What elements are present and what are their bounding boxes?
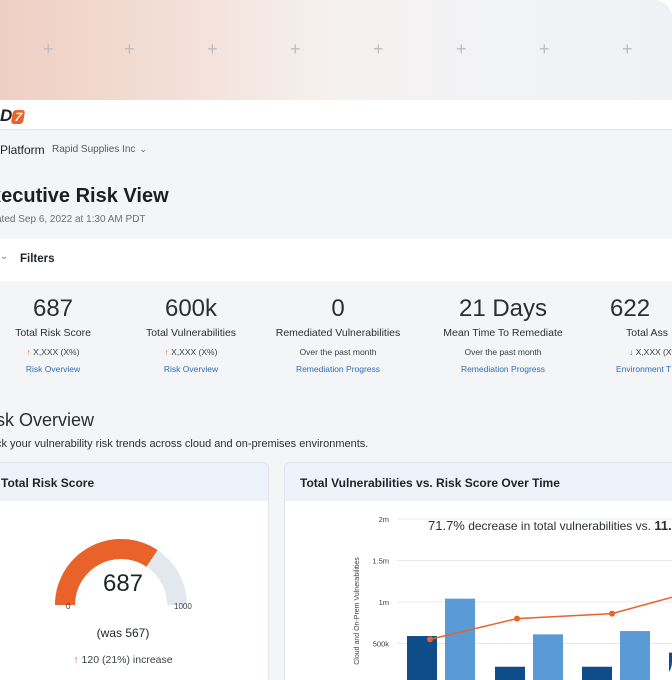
risk-score-card: Total Risk Score 687 0 1000 (was 567) ↑ …: [0, 462, 269, 680]
metric-change: ↑ X,XXX (X%): [116, 347, 266, 357]
filters-label: Filters: [20, 253, 55, 265]
previous-score: (was 567): [96, 626, 150, 640]
metric-clip: 622 Total Ass ↓ X,XXX (X%) Environment T: [600, 296, 672, 374]
breadcrumb-platform[interactable]: Platform: [0, 143, 45, 157]
headline-text: decrease in total vulnerabilities vs.: [464, 519, 655, 533]
chart-headline: 71.7% decrease in total vulnerabilities …: [428, 518, 672, 533]
y-tick-label: 1.5m: [372, 557, 389, 566]
metric-total-assets: 622 Total Ass ↓ X,XXX (X%) Environment T: [600, 296, 672, 374]
vulnerabilities-chart-card: Total Vulnerabilities vs. Risk Score Ove…: [284, 462, 672, 680]
hero-banner: + + + + + + + +: [0, 0, 672, 100]
bar: [407, 636, 437, 680]
metric-change: ↓ X,XXX (X%): [600, 347, 672, 357]
arrow-down-icon: ↓: [629, 347, 634, 357]
plus-icon: +: [539, 39, 550, 59]
metric-link[interactable]: Remediation Progress: [295, 364, 381, 374]
bar: [620, 631, 650, 680]
card-title: Total Vulnerabilities vs. Risk Score Ove…: [285, 463, 672, 501]
gauge-max-label: 1000: [174, 602, 192, 611]
gauge-value: 687: [102, 570, 144, 597]
metric-remediated-vulnerabilities: 0 Remediated Vulnerabilities Over the pa…: [263, 295, 413, 375]
arrow-up-icon: ↑: [73, 654, 79, 666]
metric-label: Total Risk Score: [15, 327, 91, 339]
metric-value: 21 Days: [458, 295, 548, 322]
line-point: [609, 610, 615, 617]
bar: [582, 666, 612, 680]
metric-change: ↑ X,XXX (X%): [0, 347, 128, 357]
y-axis-label: Cloud and On-Prem Vulnerabilities: [354, 557, 361, 665]
section-title: isk Overview: [0, 410, 95, 430]
metric-period: Over the past month: [299, 347, 377, 357]
metric-value: 600k: [164, 295, 218, 322]
metric-change-text: X,XXX (X%): [33, 347, 80, 357]
gauge-fill: [55, 539, 158, 606]
plus-icon: +: [124, 39, 135, 59]
logo-text: D: [0, 106, 12, 125]
org-selector-label: Rapid Supplies Inc: [52, 144, 136, 155]
metric-total-vulnerabilities: 600k Total Vulnerabilities ↑ X,XXX (X%) …: [116, 295, 266, 375]
metric-value: 622: [610, 296, 651, 322]
metric-change-text: X,XXX (X%): [171, 347, 218, 357]
last-updated: ated Sep 6, 2022 at 1:30 AM PDT: [0, 214, 146, 225]
gauge-min-label: 0: [66, 602, 71, 611]
metric-label: Total Vulnerabilities: [145, 327, 237, 339]
metric-total-risk-score: 687 Total Risk Score ↑ X,XXX (X%) Risk O…: [0, 295, 128, 375]
metric-change-text: X,XXX (X%): [635, 347, 672, 357]
bar: [669, 652, 672, 680]
line-point: [514, 615, 520, 622]
headline-percent-2: 11.1%: [654, 518, 672, 533]
y-tick-label: 2m: [379, 515, 389, 524]
plus-icon: +: [622, 39, 633, 59]
bar: [445, 598, 475, 680]
score-change: ↑ 120 (21%) increase: [53, 654, 193, 666]
bar: [495, 666, 525, 680]
metric-link[interactable]: Risk Overview: [163, 364, 219, 374]
metric-label: Mean Time To Remediate: [443, 327, 563, 339]
arrow-up-icon: ↑: [164, 347, 169, 357]
section-subtitle: ck your vulnerability risk trends across…: [0, 438, 369, 450]
plus-icon: +: [290, 39, 301, 59]
vulnerabilities-chart: Cloud and On-Prem Vulnerabilities0500k1m…: [354, 515, 672, 680]
metric-label: Total Ass: [626, 327, 669, 339]
plus-icon: +: [207, 39, 218, 59]
arrow-up-icon: ↑: [26, 347, 31, 357]
metric-link[interactable]: Remediation Progress: [460, 364, 546, 374]
chevron-down-icon: ⌄: [0, 251, 9, 262]
logo-mark: 7: [11, 110, 26, 124]
score-change-text: 120 (21%) increase: [81, 654, 173, 666]
line-series: [429, 596, 672, 641]
chevron-down-icon: ⌄: [139, 144, 147, 154]
y-tick-label: 1m: [379, 598, 389, 607]
bar: [533, 634, 563, 680]
metric-value: 0: [331, 295, 345, 322]
card-title: Total Risk Score: [0, 463, 268, 501]
metric-value: 687: [32, 295, 74, 322]
risk-score-gauge: [55, 539, 187, 606]
plus-icon: +: [373, 39, 384, 59]
line-point: [427, 636, 433, 643]
metric-period: Over the past month: [464, 347, 542, 357]
org-selector[interactable]: Rapid Supplies Inc ⌄: [52, 144, 147, 155]
y-tick-label: 500k: [373, 640, 390, 649]
metric-link[interactable]: Risk Overview: [25, 364, 81, 374]
plus-icon: +: [456, 39, 467, 59]
page-title: xecutive Risk View: [0, 185, 169, 207]
metric-mean-time-to-remediate: 21 Days Mean Time To Remediate Over the …: [428, 295, 578, 375]
filters-bar[interactable]: ⌄ Filters: [0, 239, 672, 281]
plus-icon: +: [43, 39, 54, 59]
metric-label: Remediated Vulnerabilities: [275, 327, 401, 339]
headline-percent: 71.7%: [428, 518, 465, 533]
metric-link[interactable]: Environment T: [616, 364, 672, 374]
